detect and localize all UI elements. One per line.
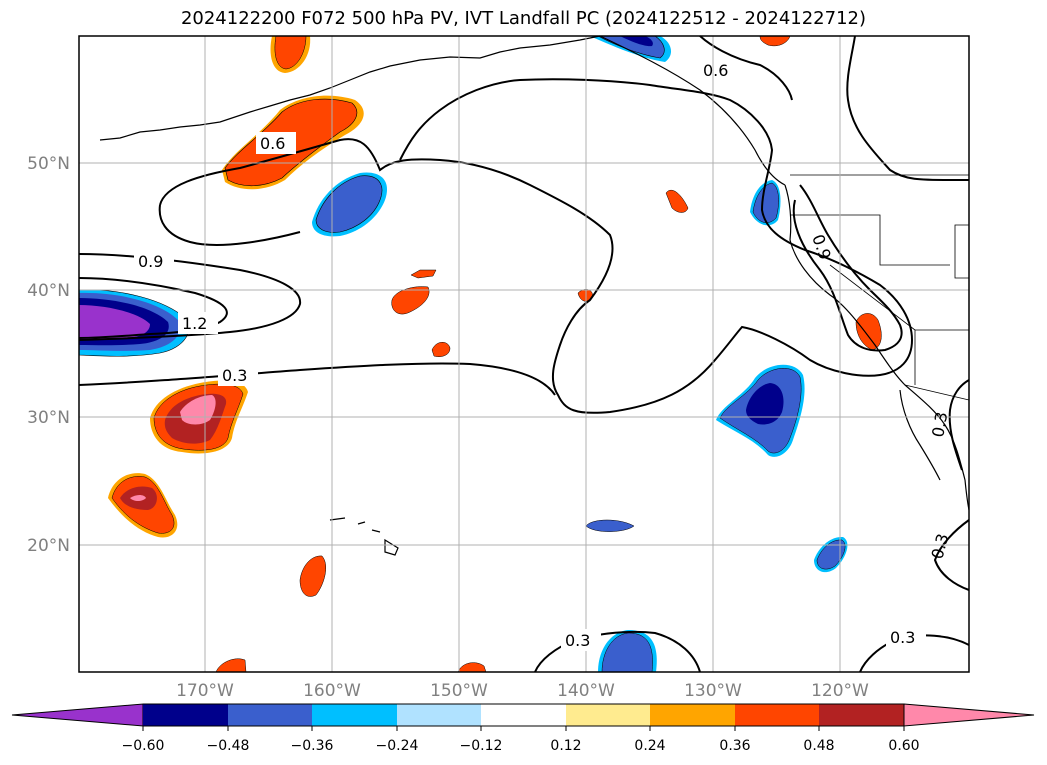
lon-label: 160°W	[303, 681, 361, 701]
colorbar-segment	[819, 704, 904, 726]
colorbar-tick-label: 0.24	[634, 738, 665, 754]
lat-label: 20°N	[27, 536, 70, 556]
contour-label: 0.3	[565, 631, 590, 650]
contour-label: 0.3	[222, 366, 247, 385]
lon-label: 130°W	[684, 681, 742, 701]
colorbar-extend-high	[903, 703, 1035, 727]
colorbar-segment	[735, 704, 819, 726]
colorbar: −0.60 −0.48 −0.36 −0.24 −0.12 0.12 0.24 …	[11, 703, 1035, 754]
colorbar-segment	[650, 704, 735, 726]
colorbar-tick-label: 0.12	[550, 738, 581, 754]
colorbar-tick-label: −0.36	[291, 738, 334, 754]
colorbar-segment	[397, 704, 481, 726]
colorbar-extend-low	[11, 703, 144, 727]
colorbar-segment	[312, 704, 397, 726]
lon-label: 120°W	[811, 681, 869, 701]
contour-label-group: 0.9 1.2 0.6 0.3 0.6 0.9 0.3 0.3 0.3 0.3	[134, 61, 952, 651]
lon-label: 140°W	[557, 681, 615, 701]
lat-label: 40°N	[27, 281, 70, 301]
contour-label: 0.3	[890, 628, 915, 647]
longitude-labels: 170°W 160°W 150°W 140°W 130°W 120°W	[176, 681, 869, 701]
gridlines	[79, 36, 969, 672]
latitude-labels: 50°N 40°N 30°N 20°N	[27, 154, 70, 556]
colorbar-tick-label: 0.48	[803, 738, 834, 754]
colorbar-tick-label: −0.48	[207, 738, 250, 754]
colorbar-tick-label: 0.36	[719, 738, 750, 754]
coastlines	[99, 35, 970, 556]
contour-label: 0.3	[928, 410, 951, 438]
contour-label: 0.6	[703, 61, 728, 80]
lat-label: 50°N	[27, 154, 70, 174]
colorbar-tick-label: 0.60	[888, 738, 919, 754]
lat-label: 30°N	[27, 408, 70, 428]
colorbar-segment	[481, 704, 566, 726]
colorbar-segment	[566, 704, 650, 726]
lon-label: 170°W	[176, 681, 234, 701]
political-borders	[790, 174, 970, 401]
colorbar-tick-label: −0.24	[376, 738, 419, 754]
colorbar-segment	[228, 704, 312, 726]
contour-label: 1.2	[182, 314, 207, 333]
map-frame	[78, 35, 970, 673]
ivt-contour-lines	[78, 35, 970, 673]
lon-label: 150°W	[430, 681, 488, 701]
colorbar-segment	[143, 704, 228, 726]
contour-label: 0.9	[138, 252, 163, 271]
colorbar-tick-label: −0.60	[122, 738, 165, 754]
colorbar-tick-label: −0.12	[460, 738, 503, 754]
map-background	[79, 36, 969, 672]
map-title: 2024122200 F072 500 hPa PV, IVT Landfall…	[180, 8, 867, 29]
contour-label: 0.6	[260, 134, 285, 153]
